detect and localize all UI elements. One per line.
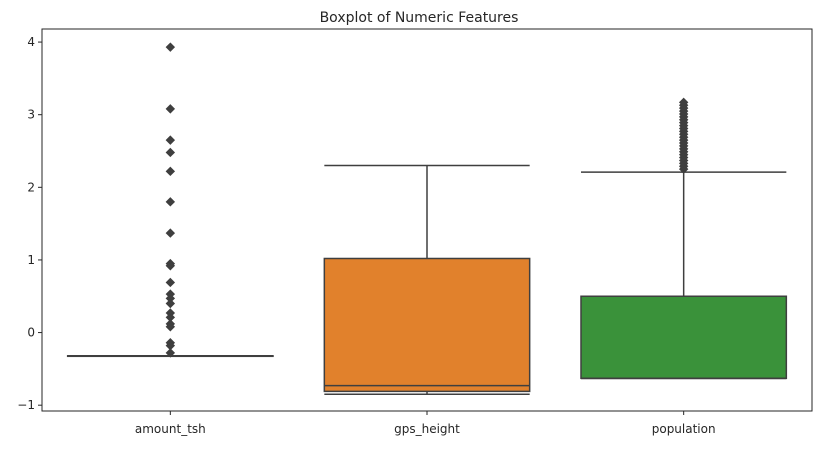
outlier-point: [165, 298, 176, 309]
box-group-gps-height: [323, 164, 531, 396]
y-tick-label: 3: [27, 108, 35, 122]
x-tick-label: gps_height: [394, 422, 460, 436]
x-tick-label: amount_tsh: [135, 422, 206, 436]
iqr-box: [323, 257, 531, 393]
outlier-point: [165, 261, 176, 271]
outlier-point: [165, 197, 176, 207]
y-tick-label: 1: [27, 253, 35, 267]
x-tick-label: population: [652, 422, 716, 436]
y-tick-label: −1: [17, 398, 35, 412]
outlier-point: [165, 348, 176, 358]
outlier-point: [165, 135, 176, 145]
y-tick-label: 0: [27, 326, 35, 340]
outlier-point: [165, 42, 176, 52]
plot-area: [66, 42, 788, 396]
outlier-point: [165, 228, 176, 238]
box-group-population: [580, 97, 788, 380]
outlier-point: [165, 147, 176, 158]
chart-title: Boxplot of Numeric Features: [320, 10, 519, 26]
iqr-box: [580, 295, 788, 380]
outlier-point: [165, 166, 176, 177]
outlier-point: [165, 104, 176, 114]
outlier-point: [165, 322, 176, 332]
box-group-amount-tsh: [66, 42, 274, 358]
outlier-point: [678, 97, 689, 108]
y-tick-label: 4: [27, 35, 35, 49]
outlier-point: [165, 277, 176, 288]
y-tick-label: 2: [27, 180, 35, 194]
